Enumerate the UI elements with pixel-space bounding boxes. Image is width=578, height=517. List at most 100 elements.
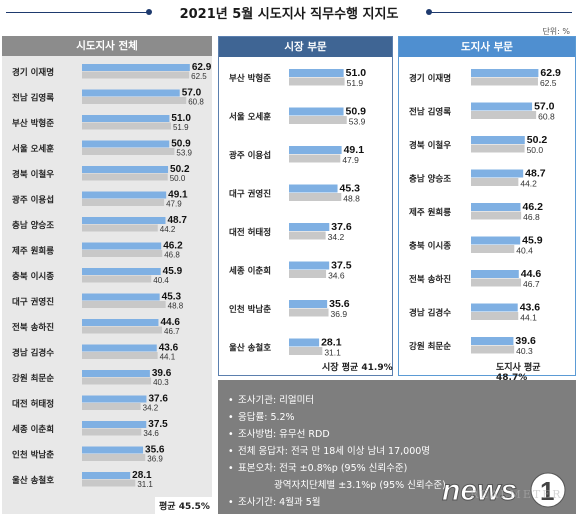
bar-previous [471,278,522,287]
panel-mayor: 시장 부문 부산 박형준 51.0 51.9 서울 오세훈 50.9 53.9 광주 이용섭… [218,36,393,376]
value-label-previous: 46.7 [164,327,180,336]
category-label: 광주 이용섭 [229,150,271,161]
panel-governor-header: 도지사 부문 [399,37,575,57]
bar-current [471,236,521,245]
bar-previous [82,454,146,461]
value-label-current: 37.6 [331,221,352,233]
bar-previous [82,479,136,487]
bar-current [82,217,166,224]
info-respondents: • 전체 응답자: 전국 만 18세 이상 남녀 17,000명 [228,446,431,457]
value-label-previous: 34.2 [143,404,159,413]
value-label-previous: 62.5 [540,78,557,88]
bar-previous [289,77,345,86]
survey-info-box: • 조사기관: 리얼미터 • 응답률: 5.2% • 조사방법: 유무선 RDD • 전… [218,380,576,514]
bar-previous [471,211,522,220]
bar-previous [82,71,190,79]
chart-all: 경기 이재명 62.962.5 전남 김영록 57.060.8 부산 박형준 51.051… [12,62,212,489]
bar-current [289,184,338,193]
category-label: 경북 이철우 [12,169,54,180]
info-error: • 표본오차: 전국 ±0.8%p (95% 신뢰수준) [228,463,408,474]
chart-title: 2021년 5월 시도지사 직무수행 지지도 [179,7,399,22]
value-label-current: 51.0 [346,67,367,79]
category-label: 울산 송철호 [12,475,54,486]
panel-all: 시도지사 전체 경기 이재명 62.9 62.5 전남 김영록 57.0 60.8 부산 박… [2,36,212,514]
bar-previous [82,326,163,334]
bar-current [82,293,160,301]
value-label-previous: 47.9 [166,200,182,209]
bar-current [82,89,180,97]
bar-previous [82,250,163,257]
bar-current [289,338,320,347]
value-label-current: 57.0 [534,101,555,113]
category-label: 전북 송하진 [12,322,54,333]
value-label-previous: 34.2 [328,232,345,242]
value-label-current: 57.0 [182,88,202,99]
value-label-current: 35.6 [329,298,350,310]
value-label-current: 45.9 [522,235,543,247]
value-label-current: 28.1 [132,470,152,481]
value-label-current: 46.2 [523,201,544,213]
bar-previous [471,312,519,320]
realmeter-watermark: REALMETER [470,488,563,501]
bar-previous [82,199,165,206]
value-label-previous: 36.9 [147,455,163,464]
bar-current [82,446,144,454]
value-label-previous: 34.6 [143,429,159,438]
title-bar: 2021년 5월 시도지사 직무수행 지지도 [0,0,578,26]
bar-previous [471,245,515,253]
bar-previous [82,377,152,385]
category-label: 대구 권영진 [229,189,271,200]
bar-previous [82,148,175,155]
panel-mayor-header: 시장 부문 [219,37,392,57]
bar-previous [82,224,158,232]
info-response-rate-text: 응답률: 5.2% [238,412,295,423]
average-all: 평균 45.5% [155,497,214,514]
value-label-previous: 40.4 [153,276,169,285]
news1-logo-circle [530,472,566,508]
bar-previous [82,275,152,283]
value-label-previous: 44.1 [520,313,537,323]
category-label: 광주 이용섭 [12,195,54,206]
bar-previous [471,77,538,86]
category-label: 서울 오세훈 [12,144,54,155]
value-label-previous: 48.8 [168,302,184,311]
value-label-current: 49.1 [168,190,188,201]
panel-governor: 도지사 부문 경기 이재명 62.9 62.5 전남 김영록 57.0 60.8 경북 이철… [398,36,576,376]
value-label-previous: 36.9 [331,309,348,319]
category-label: 서울 오세훈 [229,112,271,123]
bar-previous [289,308,329,317]
bar-previous [289,231,326,240]
category-label: 강원 최문순 [12,373,54,384]
value-label-current: 50.9 [346,106,367,118]
category-label: 충북 이시종 [12,271,54,282]
info-period-text: 조사기간: 4월과 5월 [238,497,321,508]
value-label-previous: 60.8 [188,98,204,107]
category-label: 경남 김경수 [12,348,54,359]
bar-current [289,300,328,308]
category-label: 제주 원희룡 [12,246,54,257]
bar-current [471,337,514,345]
bar-previous [289,193,342,201]
value-label-previous: 40.3 [516,346,533,356]
value-label-current: 37.5 [331,260,352,272]
bar-previous [471,178,519,186]
value-label-current: 35.6 [145,445,165,456]
info-agency: • 조사기관: 리얼미터 [228,395,315,406]
category-label: 경남 김경수 [409,308,451,319]
value-label-current: 45.3 [340,183,361,195]
value-label-current: 45.3 [162,292,182,303]
bar-current [471,270,519,278]
category-label: 울산 송철호 [229,343,271,354]
bar-current [82,370,150,377]
average-governor: 도지사 평균 48.7% [496,363,541,383]
value-label-previous: 60.8 [538,112,555,122]
info-method: • 조사방법: 유무선 RDD [228,429,330,440]
value-label-previous: 40.4 [516,246,533,256]
value-label-previous: 50.0 [527,145,544,155]
value-label-previous: 34.6 [328,271,345,281]
bar-previous [289,347,323,355]
value-label-previous: 48.8 [343,194,360,204]
category-label: 전남 김영록 [409,107,451,118]
bar-current [82,395,147,403]
bar-previous [471,144,525,153]
